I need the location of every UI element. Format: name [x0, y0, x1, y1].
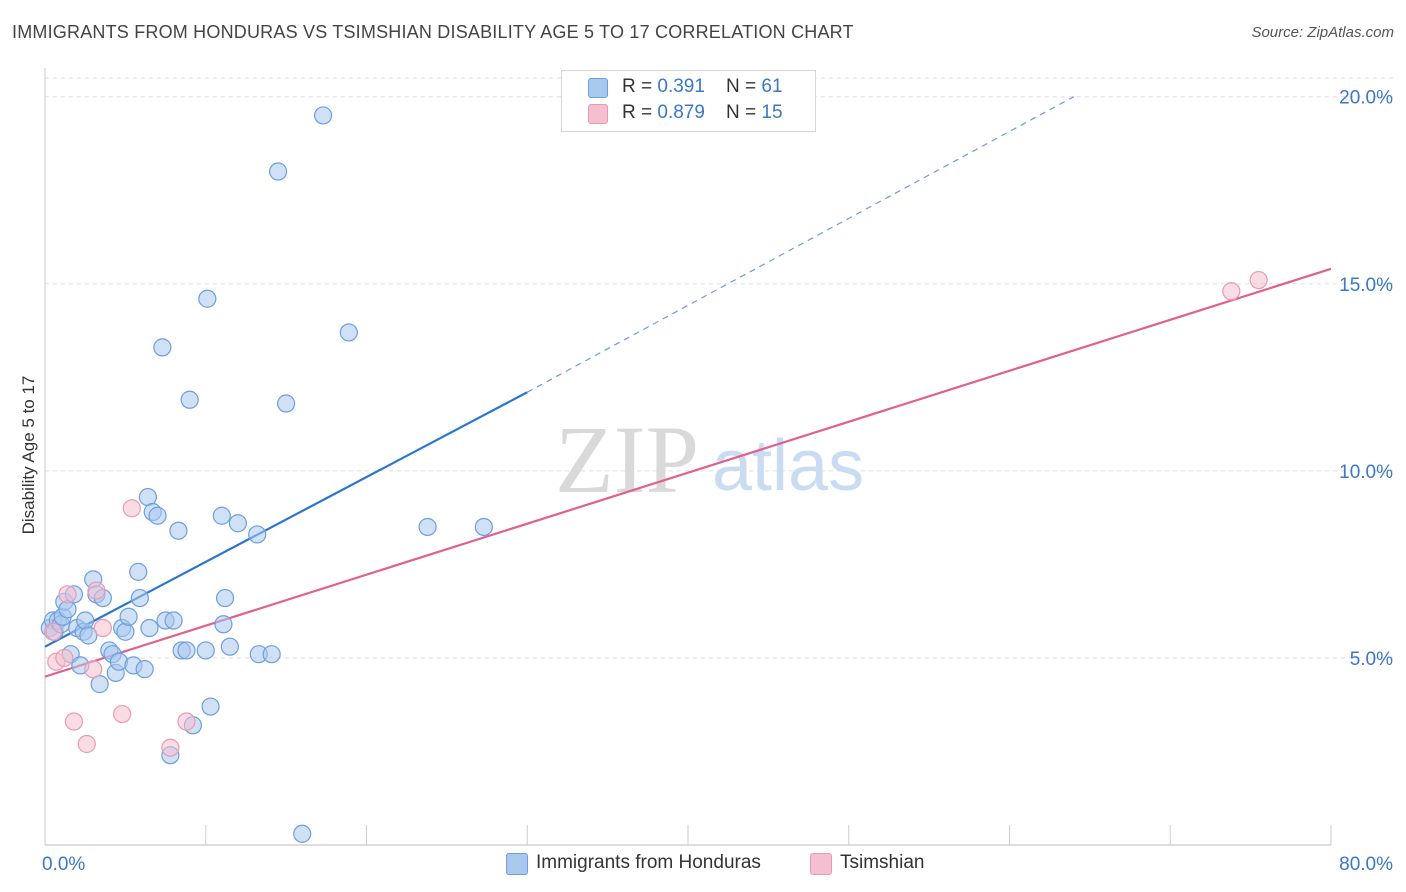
point-honduras [293, 824, 312, 843]
y-tick-label: 15.0% [1339, 275, 1393, 296]
legend-n-label: N = [726, 102, 762, 123]
point-tsimshian [84, 660, 103, 679]
point-honduras [277, 394, 296, 413]
trend-line-tsimshian [44, 267, 1332, 678]
trend-line-honduras [44, 391, 528, 648]
point-tsimshian [177, 712, 196, 731]
data-points [40, 106, 1268, 843]
y-tick-label: 10.0% [1339, 462, 1393, 483]
point-tsimshian [87, 581, 106, 600]
point-tsimshian [55, 648, 74, 668]
legend-swatch-blue [588, 78, 608, 98]
bottom-legend-swatch-pink [810, 853, 832, 875]
point-honduras [135, 660, 154, 679]
bottom-legend-label-honduras: Immigrants from Honduras [536, 852, 761, 873]
point-tsimshian [161, 738, 180, 757]
point-honduras [214, 615, 233, 634]
point-tsimshian [58, 585, 77, 604]
point-honduras [153, 338, 172, 357]
legend-swatch-pink [588, 104, 608, 124]
point-honduras [212, 506, 231, 525]
point-honduras [228, 514, 247, 533]
point-honduras [140, 618, 159, 638]
point-tsimshian [113, 704, 132, 724]
point-tsimshian [122, 499, 141, 518]
point-honduras [129, 562, 148, 581]
y-tick-label: 20.0% [1339, 88, 1393, 109]
x-tick-label: 0.0% [42, 854, 85, 875]
point-tsimshian [93, 618, 112, 638]
legend-n-value: 15 [761, 102, 783, 123]
point-honduras [220, 637, 239, 656]
legend-r-value: 0.391 [657, 76, 705, 97]
trend-line-honduras-extension [526, 96, 1075, 393]
point-honduras [79, 626, 98, 645]
point-honduras [248, 525, 267, 544]
watermark-zip: ZIP [555, 406, 699, 513]
bottom-legend-swatch-blue [506, 853, 528, 875]
point-honduras [148, 506, 167, 525]
point-honduras [164, 611, 183, 630]
gridlines [45, 77, 1393, 659]
point-honduras [177, 641, 196, 660]
point-honduras [418, 517, 437, 537]
trend-lines [44, 96, 1332, 678]
chart-title: IMMIGRANTS FROM HONDURAS VS TSIMSHIAN DI… [12, 22, 854, 42]
legend-r-label: R = [622, 76, 658, 97]
point-honduras [215, 588, 235, 608]
tick-labels: 5.0% 10.0% 15.0% 20.0% 0.0% 80.0% [42, 88, 1393, 875]
legend-n-label: N = [726, 76, 762, 97]
legend: R = 0.391 N = 61 R = 0.879 N = 15 [561, 70, 816, 132]
point-tsimshian [1249, 270, 1268, 290]
point-tsimshian [77, 734, 96, 754]
point-honduras [313, 106, 333, 125]
watermark-atlas: atlas [712, 426, 864, 506]
y-axis-label: Disability Age 5 to 17 [19, 376, 38, 535]
point-honduras [130, 588, 149, 608]
point-honduras [474, 517, 493, 537]
point-honduras [119, 607, 138, 626]
point-honduras [262, 645, 281, 664]
legend-r-value: 0.879 [657, 102, 705, 123]
legend-r-label: R = [622, 102, 658, 123]
point-honduras [76, 611, 95, 630]
point-tsimshian [64, 712, 84, 731]
point-honduras [339, 323, 358, 342]
point-honduras [268, 162, 288, 181]
legend-n-value: 61 [761, 76, 783, 97]
point-honduras [169, 521, 188, 540]
axes [44, 68, 1332, 846]
point-honduras [90, 675, 109, 694]
y-tick-label: 5.0% [1350, 649, 1393, 670]
bottom-legend-label-tsimshian: Tsimshian [840, 852, 925, 873]
point-tsimshian [43, 622, 63, 641]
source-label: Source: ZipAtlas.com [1251, 24, 1394, 41]
point-honduras [180, 390, 199, 409]
x-tick-label: 80.0% [1339, 854, 1393, 875]
point-honduras [116, 622, 135, 641]
point-honduras [198, 289, 217, 308]
point-tsimshian [1222, 282, 1241, 301]
point-honduras [201, 697, 220, 716]
point-honduras [196, 641, 215, 660]
